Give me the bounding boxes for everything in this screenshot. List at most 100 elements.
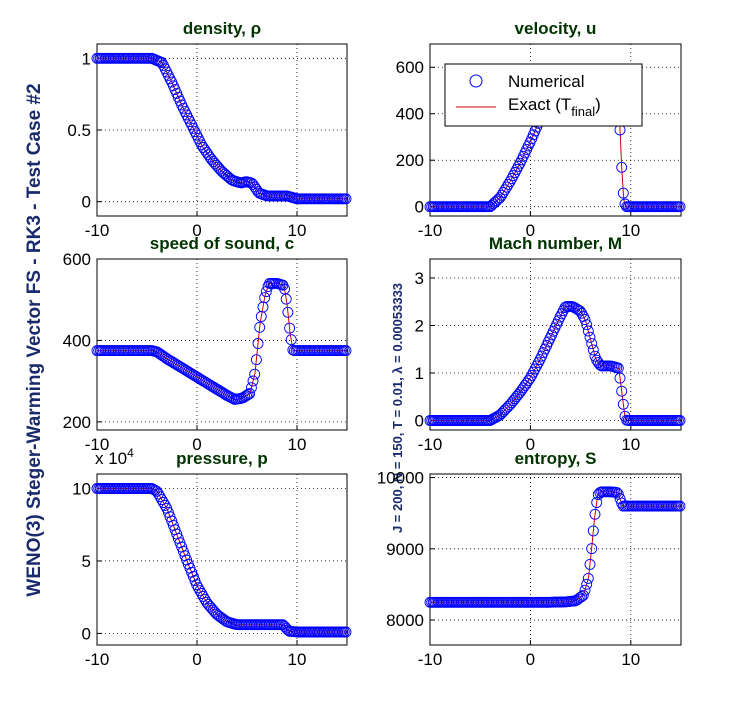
numerical-point: [240, 390, 252, 402]
numerical-point: [592, 489, 604, 501]
x-tick-label: 10: [621, 221, 640, 240]
numerical-point: [219, 388, 231, 400]
chart-title: density, ρ: [183, 19, 261, 38]
numerical-point: [507, 170, 519, 182]
numerical-point: [586, 543, 598, 555]
numerical-point: [614, 372, 626, 384]
plot-area: [429, 473, 682, 646]
chart-title: Mach number, M: [489, 234, 622, 253]
numerical-point: [157, 497, 169, 508]
x-tick-label: 10: [621, 435, 640, 454]
numerical-point: [340, 345, 352, 357]
numerical-point: [282, 306, 294, 318]
numerical-point: [587, 344, 599, 356]
numerical-point: [280, 293, 292, 305]
chart-panel-1: -10 0 10 0 0.5 1 density, ρ: [67, 19, 352, 240]
numerical-point: [245, 382, 257, 394]
y-tick-label: 0: [415, 198, 424, 217]
numerical-point: [619, 198, 631, 210]
legend-label-numerical: Numerical: [508, 72, 585, 91]
numerical-point: [674, 500, 686, 512]
y-exponent-label: x 104: [95, 446, 134, 468]
numerical-point: [509, 167, 521, 178]
numerical-point: [674, 201, 686, 213]
numerical-point: [522, 375, 534, 387]
numerical-point: [529, 363, 541, 375]
numerical-point: [504, 176, 516, 188]
numerical-point: [250, 354, 262, 366]
x-tick-label: 0: [192, 221, 201, 240]
numerical-point: [584, 331, 596, 343]
figure-suptitle: WENO(3) Steger-Warming Vector FS - RK3 -…: [24, 83, 45, 596]
y-tick-label: 600: [396, 58, 424, 77]
y-tick-label: 10000: [377, 469, 424, 488]
numerical-point: [244, 388, 256, 399]
y-tick-label: 5: [82, 552, 91, 571]
numerical-point: [156, 57, 168, 68]
numerical-point: [616, 385, 628, 397]
y-tick-label: 0: [415, 412, 424, 431]
y-tick-label: 0: [82, 193, 91, 212]
numerical-point: [197, 590, 209, 602]
numerical-point: [617, 187, 629, 199]
x-tick-label: -10: [418, 221, 443, 240]
numerical-point: [582, 572, 594, 584]
numerical-point: [577, 589, 589, 601]
legend-marker-numerical: [469, 74, 483, 88]
numerical-point: [579, 584, 591, 596]
numerical-point: [192, 582, 204, 594]
chart-title: speed of sound, c: [150, 234, 295, 253]
numerical-point: [254, 321, 266, 333]
y-tick-label: 400: [63, 331, 91, 350]
numerical-point: [284, 322, 296, 334]
numerical-point: [574, 592, 586, 604]
chart-panel-6: -10 0 10 8000 9000 10000 entropy, S: [377, 449, 686, 669]
numerical-point: [340, 626, 352, 638]
numerical-point: [497, 187, 509, 198]
y-tick-label: 1: [82, 49, 91, 68]
numerical-point: [486, 414, 498, 426]
numerical-point: [194, 585, 206, 597]
numerical-point: [586, 338, 598, 350]
numerical-point: [285, 334, 297, 346]
x-tick-label: 0: [192, 435, 201, 454]
numerical-point: [502, 178, 514, 190]
chart-panel-3: -10 0 10 200 400 600 speed of sound, c: [63, 234, 352, 454]
y-tick-label: 600: [63, 250, 91, 269]
x-tick-label: -10: [85, 650, 110, 669]
figure-params: J = 200, N = 150, T = 0.01, λ = 0.000533…: [390, 283, 405, 533]
numerical-point: [581, 578, 593, 590]
chart-panel-5: -10 0 10 0 5 10 pressure, p x 104: [72, 446, 352, 669]
plot-area: [96, 258, 348, 431]
y-tick-label: 0.5: [67, 121, 91, 140]
y-tick-label: 10: [72, 479, 91, 498]
y-tick-label: 200: [63, 413, 91, 432]
y-tick-label: 9000: [386, 540, 424, 559]
legend-box: [444, 63, 643, 127]
numerical-point: [154, 491, 166, 503]
x-tick-label: 0: [526, 221, 535, 240]
numerical-point: [252, 338, 264, 349]
x-tick-label: 0: [526, 650, 535, 669]
chart-title: entropy, S: [515, 449, 597, 468]
numerical-point: [249, 368, 261, 380]
x-tick-label: 10: [288, 221, 307, 240]
x-tick-label: 10: [621, 650, 640, 669]
numerical-point: [591, 497, 603, 508]
numerical-point: [611, 486, 623, 498]
x-tick-label: -10: [85, 435, 110, 454]
numerical-point: [574, 305, 586, 317]
numerical-point: [579, 314, 591, 326]
x-tick-label: 10: [288, 435, 307, 454]
numerical-point: [576, 591, 588, 602]
x-tick-label: -10: [85, 221, 110, 240]
y-tick-label: 3: [415, 269, 424, 288]
y-tick-label: 0: [82, 624, 91, 643]
y-tick-label: 400: [396, 105, 424, 124]
numerical-point: [616, 161, 628, 173]
numerical-point: [674, 415, 686, 426]
numerical-point: [581, 319, 593, 331]
exact-solution-line: [97, 488, 347, 633]
